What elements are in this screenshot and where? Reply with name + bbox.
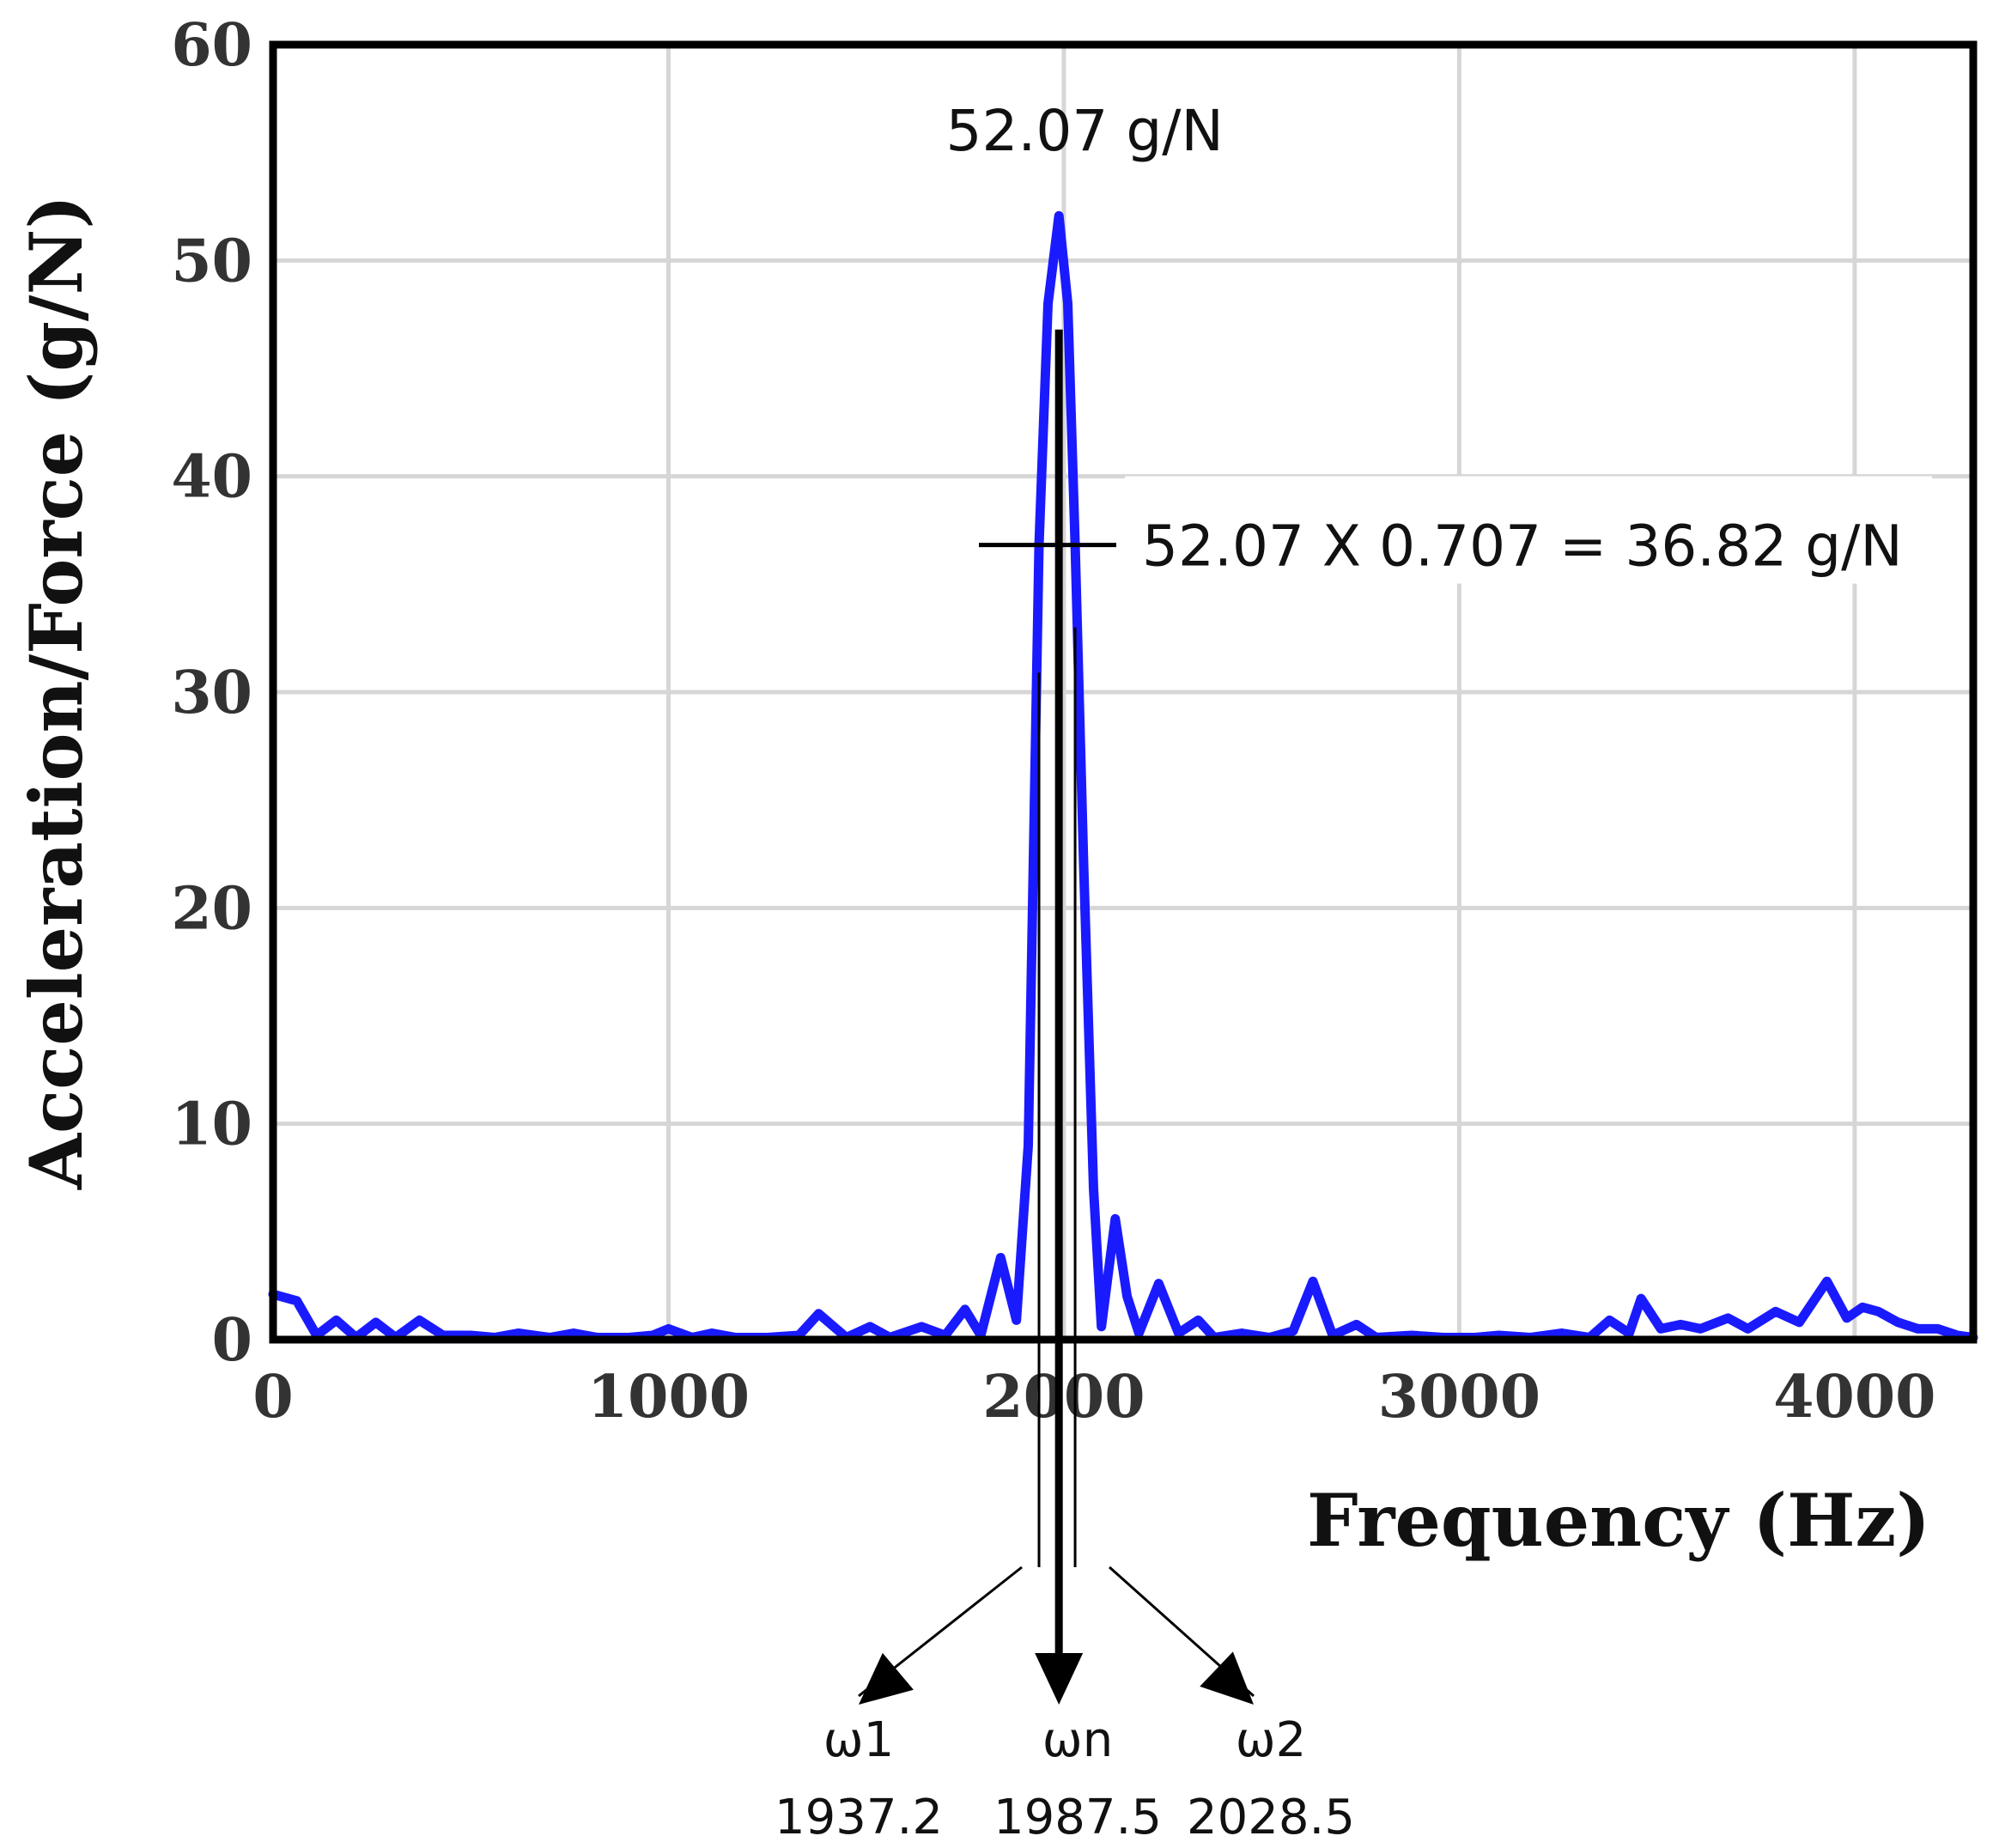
marker-arrowhead: [859, 1652, 914, 1705]
plot-frame: [269, 40, 1978, 1344]
x-tick-label: 0: [252, 1363, 293, 1432]
y-tick-label: 60: [171, 11, 252, 80]
x-tick-label: 4000: [1773, 1363, 1935, 1432]
marker-symbol: ωn: [1042, 1712, 1113, 1768]
marker-value: 1937.2: [775, 1790, 943, 1845]
marker-symbol: ω1: [823, 1712, 895, 1768]
series-line: [268, 210, 1978, 1342]
y-tick-label: 0: [212, 1306, 252, 1375]
y-tick-label: 30: [171, 659, 252, 727]
marker-value: 1987.5: [993, 1790, 1162, 1845]
half-power-label: 52.07 X 0.707 = 36.82 g/N: [1142, 514, 1903, 580]
peak-label: 52.07 g/N: [945, 98, 1223, 164]
x-axis-title: Frequency (Hz): [1307, 1478, 1930, 1563]
tick-labels: 0 1000 2000 3000 4000 0 10 20 30 40 50 60: [171, 11, 1935, 1432]
x-tick-label: 2000: [982, 1363, 1145, 1432]
marker-arrowhead: [1200, 1651, 1254, 1705]
annotations: 52.07 g/N 52.07 X 0.707 = 36.82 g/N ω1 19…: [775, 98, 1932, 1845]
half-power-label-background: [1125, 476, 1932, 584]
frequency-markers: ω1 1937.2 ωn 1987.5 ω2 2028.5: [775, 329, 1355, 1845]
marker-value: 2028.5: [1187, 1790, 1355, 1845]
marker-arrowhead: [1035, 1653, 1084, 1705]
y-axis-title: Acceleration/Force (g/N): [14, 195, 99, 1190]
grid-lines: [273, 45, 1973, 1340]
marker-symbol: ω2: [1236, 1712, 1307, 1768]
x-tick-label: 3000: [1378, 1363, 1540, 1432]
x-tick-label: 1000: [587, 1363, 750, 1432]
y-tick-label: 40: [171, 443, 252, 512]
y-tick-label: 10: [171, 1091, 252, 1159]
y-tick-label: 50: [171, 227, 252, 295]
y-tick-label: 20: [171, 874, 252, 943]
